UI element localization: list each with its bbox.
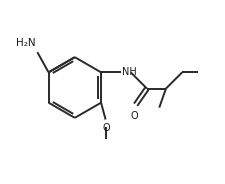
Text: H₂N: H₂N (16, 38, 35, 48)
Text: O: O (102, 123, 110, 133)
Text: NH: NH (122, 67, 137, 77)
Text: O: O (130, 111, 138, 121)
